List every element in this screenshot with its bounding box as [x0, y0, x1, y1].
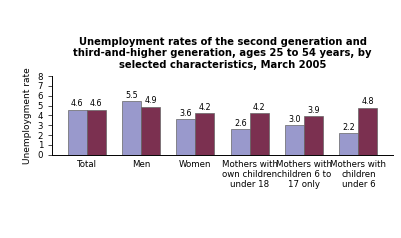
Y-axis label: Unemploygment rate: Unemploygment rate — [23, 67, 32, 164]
Bar — [285, 125, 304, 155]
Bar — [304, 116, 323, 155]
Text: 4.2: 4.2 — [253, 103, 265, 112]
Text: 2.6: 2.6 — [234, 119, 247, 128]
Text: 3.6: 3.6 — [180, 109, 192, 118]
Text: 3.9: 3.9 — [307, 106, 320, 115]
Text: 4.6: 4.6 — [90, 99, 102, 108]
Bar — [176, 119, 195, 155]
Text: 4.2: 4.2 — [198, 103, 211, 112]
Bar — [87, 109, 106, 155]
Bar — [68, 109, 87, 155]
Bar — [231, 129, 250, 155]
Bar — [339, 133, 358, 155]
Text: 4.8: 4.8 — [362, 97, 374, 106]
Text: 4.6: 4.6 — [71, 99, 83, 108]
Bar — [358, 108, 377, 155]
Text: 5.5: 5.5 — [125, 90, 138, 99]
Text: 2.2: 2.2 — [342, 123, 355, 132]
Bar — [250, 114, 269, 155]
Bar — [195, 114, 215, 155]
Title: Unemployment rates of the second generation and
third-and-higher generation, age: Unemployment rates of the second generat… — [73, 37, 372, 70]
Bar — [122, 101, 141, 155]
Text: 4.9: 4.9 — [144, 96, 157, 105]
Text: 3.0: 3.0 — [288, 115, 301, 124]
Bar — [141, 107, 160, 155]
